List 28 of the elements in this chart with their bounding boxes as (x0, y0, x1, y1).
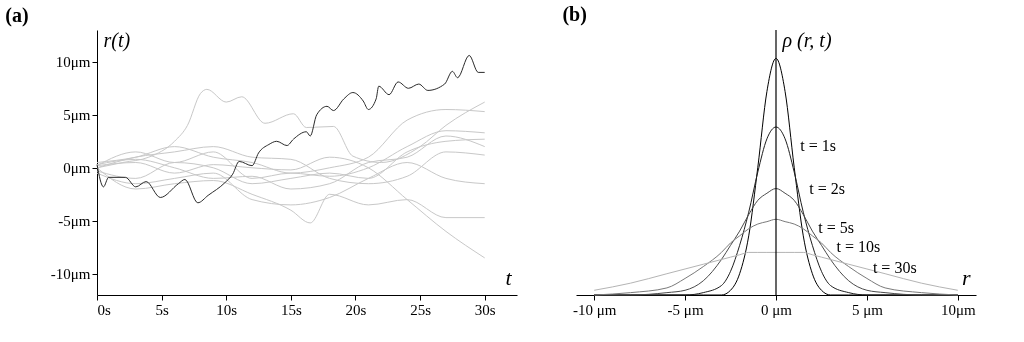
x-tick-label: 25s (410, 301, 432, 318)
x-axis-title: r (961, 264, 971, 290)
x-axis-title: t (505, 264, 513, 290)
x-tick-label: 5s (155, 301, 169, 318)
y-tick-label: 5μm (63, 107, 91, 124)
x-tick-label: 0s (97, 301, 111, 318)
y-tick-label: 10μm (55, 54, 91, 71)
chart-title: (b) (562, 3, 587, 27)
y-axis-title: ρ (r, t) (781, 28, 832, 52)
x-tick-label: 10s (216, 301, 238, 318)
y-tick-label: -10μm (50, 266, 91, 283)
x-tick-label: 10μm (940, 301, 976, 318)
x-tick-label: 20s (345, 301, 367, 318)
series-label: t = 5s (818, 218, 855, 236)
x-tick-label: 30s (474, 301, 496, 318)
series-label: t = 2s (809, 180, 845, 198)
x-tick-label: -5 μm (667, 301, 704, 318)
x-tick-label: -10 μm (572, 301, 617, 318)
y-axis-title: r(t) (103, 28, 131, 52)
series-label: t = 30s (872, 259, 917, 277)
y-tick-label: -5μm (58, 213, 91, 230)
series-label: t = 10s (836, 238, 881, 256)
x-tick-label: 0 μm (761, 301, 793, 318)
x-tick-label: 5 μm (851, 301, 884, 318)
x-tick-label: 15s (280, 301, 302, 318)
series-label: t = 1s (800, 136, 836, 154)
y-tick-label: 0μm (63, 160, 91, 177)
chart-title: (a) (5, 4, 29, 27)
